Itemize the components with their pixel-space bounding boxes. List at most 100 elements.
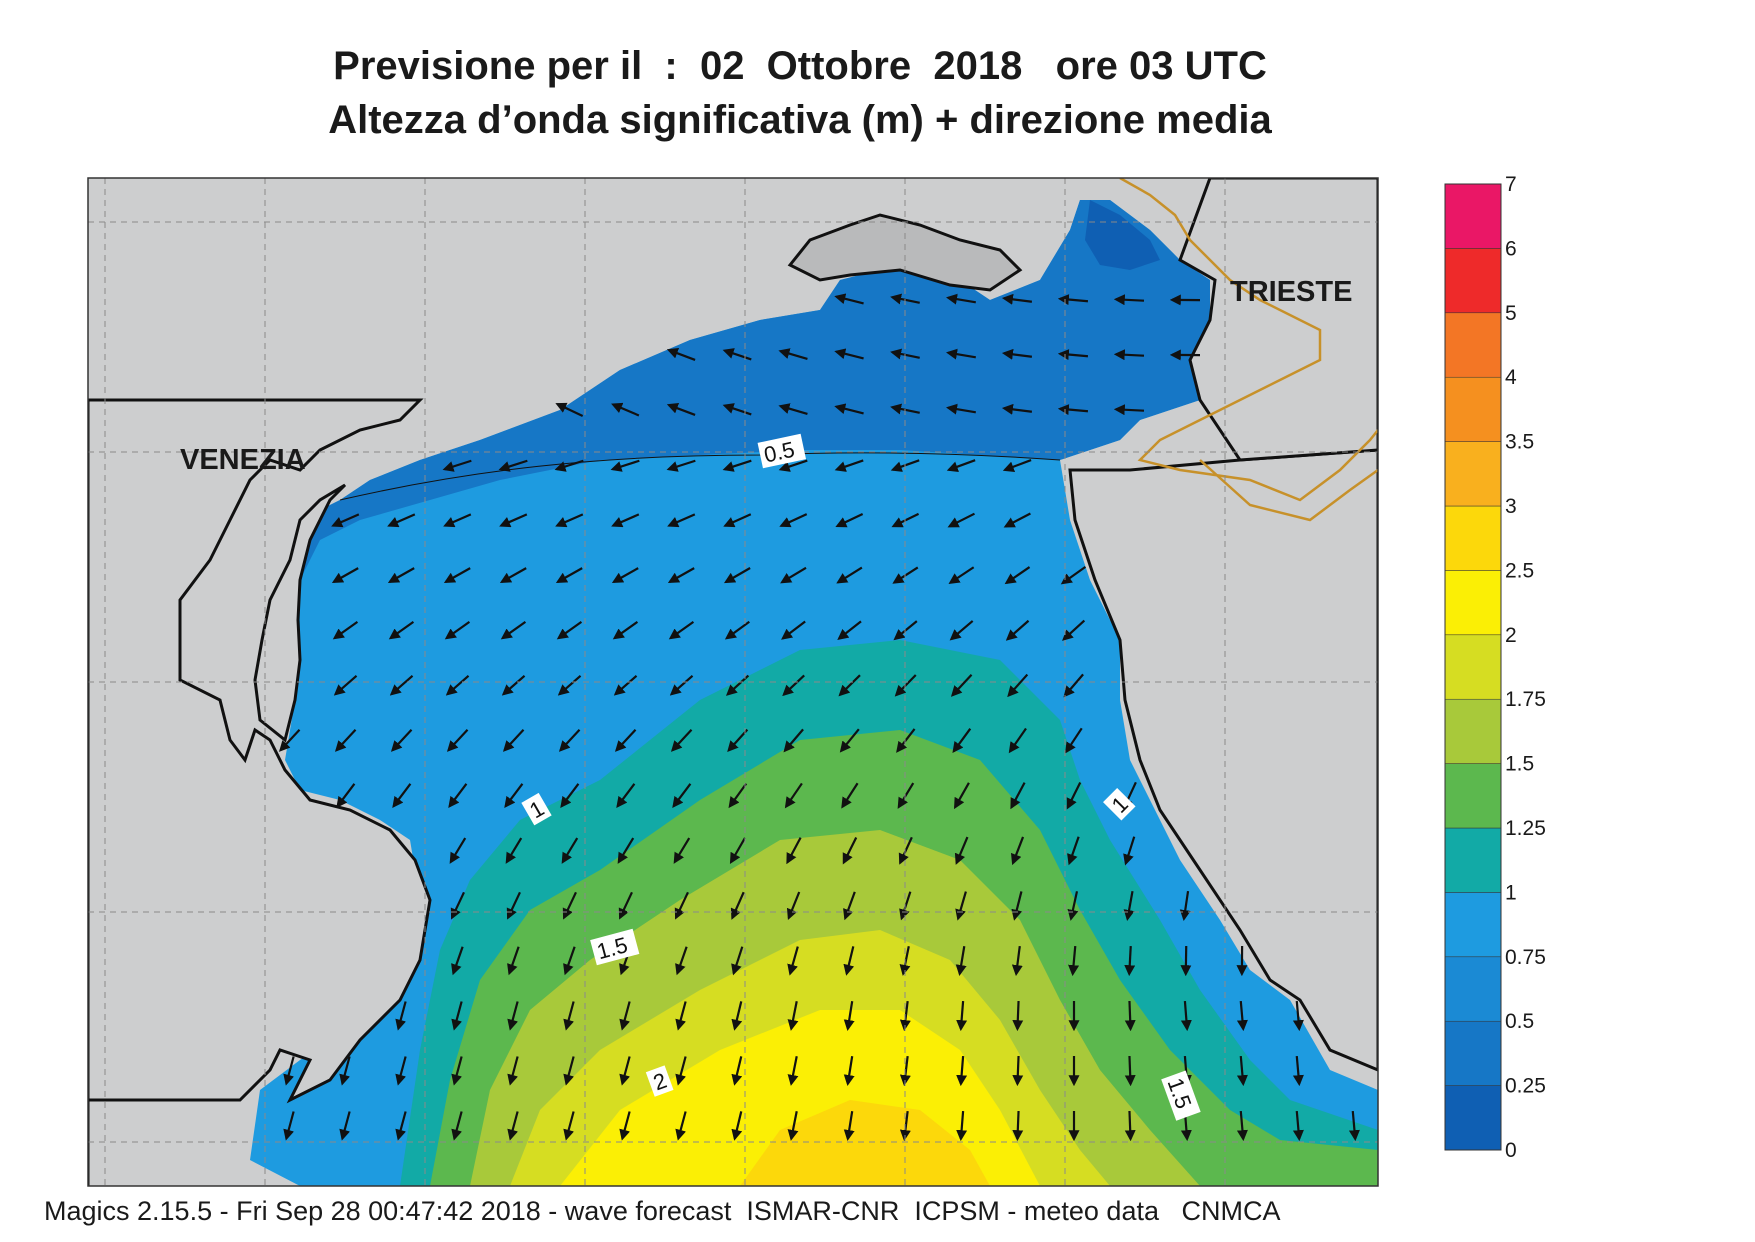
legend-swatch [1444,376,1502,442]
wave-direction-arrow [450,891,465,920]
wave-direction-arrow [504,783,524,808]
wave-direction-arrow [843,946,855,976]
wave-direction-arrow [949,620,974,641]
wave-direction-arrow [1124,1055,1136,1087]
wave-direction-arrow [841,782,859,809]
wave-direction-arrow [675,946,688,976]
wave-direction-arrow [730,891,745,920]
wave-direction-arrow [897,782,915,809]
wave-direction-arrow [1002,459,1032,472]
city-label-trieste: TRIESTE [1230,276,1352,308]
wave-direction-arrow [616,783,636,808]
legend-swatch [1444,634,1502,700]
wave-direction-arrow [618,891,633,920]
wave-direction-arrow [946,348,976,360]
legend-border [1444,183,1502,1151]
wave-direction-arrow [835,512,864,528]
wave-direction-arrow [501,674,526,696]
wave-direction-arrow [502,728,525,752]
wave-direction-arrow [1066,781,1082,810]
wave-direction-arrow [896,728,916,753]
wave-direction-arrow [610,459,640,472]
wave-direction-arrow [451,946,464,976]
wave-direction-arrow [1011,945,1023,977]
wave-direction-arrow [899,891,912,921]
wave-direction-arrow [838,674,861,697]
trieste-gulf-coast [1178,178,1378,462]
wave-direction-arrow [668,621,695,640]
wave-direction-arrow [563,1056,575,1086]
legend-swatch [1444,763,1502,829]
wave-direction-arrow [954,836,969,865]
wave-direction-arrow [1124,1110,1136,1142]
wave-direction-arrow [507,1056,519,1086]
wave-direction-arrow [331,567,359,583]
wave-direction-arrow [1011,891,1023,921]
wave-direction-arrow [728,783,748,809]
wave-direction-arrow [955,946,967,976]
wave-direction-arrow [674,891,689,920]
wave-direction-arrow [1065,727,1083,754]
wave-direction-arrow [836,566,863,584]
wave-direction-arrow [619,1056,631,1086]
legend-tick-label: 3.5 [1505,431,1534,454]
legend-swatch [1444,505,1502,571]
wave-direction-arrow [617,837,635,864]
wave-direction-arrow [956,1110,968,1142]
wave-direction-arrow [563,1001,575,1031]
wave-direction-arrow [787,1056,799,1086]
wave-direction-arrow [731,1056,743,1086]
wave-direction-arrow [786,891,801,921]
wave-direction-arrow [1010,782,1026,810]
wave-direction-arrow [560,783,580,808]
legend-tick-label: 6 [1505,237,1517,260]
wave-direction-arrow [899,946,911,976]
wave-direction-arrow [843,891,856,921]
wave-direction-arrow [334,728,357,752]
wave-direction-arrow [837,620,862,641]
wave-direction-arrow [611,567,639,583]
legend-tick-label: 2.5 [1505,559,1534,582]
wave-direction-arrow [778,459,808,472]
wave-direction-arrow [722,348,752,361]
wave-direction-arrow [673,837,691,864]
wave-direction-arrow [451,1111,463,1141]
wave-direction-arrow [1001,293,1033,305]
wave-direction-arrow [1060,566,1087,585]
wave-direction-arrow [336,783,356,808]
wave-direction-arrow [1179,890,1191,922]
wave-direction-arrow [554,459,584,472]
contour-label-text: 0.5 [762,437,797,468]
wave-direction-arrow [899,1000,911,1032]
wave-direction-arrow [332,621,359,640]
contour-label-2: 2 [645,1065,674,1097]
wave-direction-arrow [442,459,472,472]
wave-direction-arrow [956,1055,968,1087]
wave-direction-arrow [444,621,471,640]
wave-direction-arrow [666,403,696,416]
wave-direction-arrow [443,513,472,528]
wave-direction-arrow [339,1111,351,1141]
wave-direction-arrow [333,674,358,696]
wave-direction-arrow [613,674,638,696]
wave-direction-arrow [834,459,864,472]
wave-direction-arrow [507,946,520,976]
contour-label-1-east: 1 [1103,788,1136,821]
wave-direction-arrow [498,459,528,472]
wave-direction-arrow [611,402,640,417]
legend-tick-label: 3 [1505,495,1517,518]
wave-direction-arrow [675,1056,687,1086]
wave-direction-arrow [787,1001,799,1031]
contour-lines [339,452,1061,501]
wave-direction-arrow [1123,836,1136,866]
wave-direction-arrow [731,946,744,976]
wave-direction-arrow [1348,1110,1360,1142]
wave-direction-arrow [781,620,806,640]
wave-direction-arrow [1005,619,1030,641]
wave-direction-arrow [1123,891,1135,921]
wave-direction-arrow [392,783,412,808]
wave-direction-arrow [563,946,576,976]
wave-direction-arrow [1012,1055,1024,1087]
po-delta-coast [88,398,432,1186]
wave-direction-arrow [843,1056,855,1087]
